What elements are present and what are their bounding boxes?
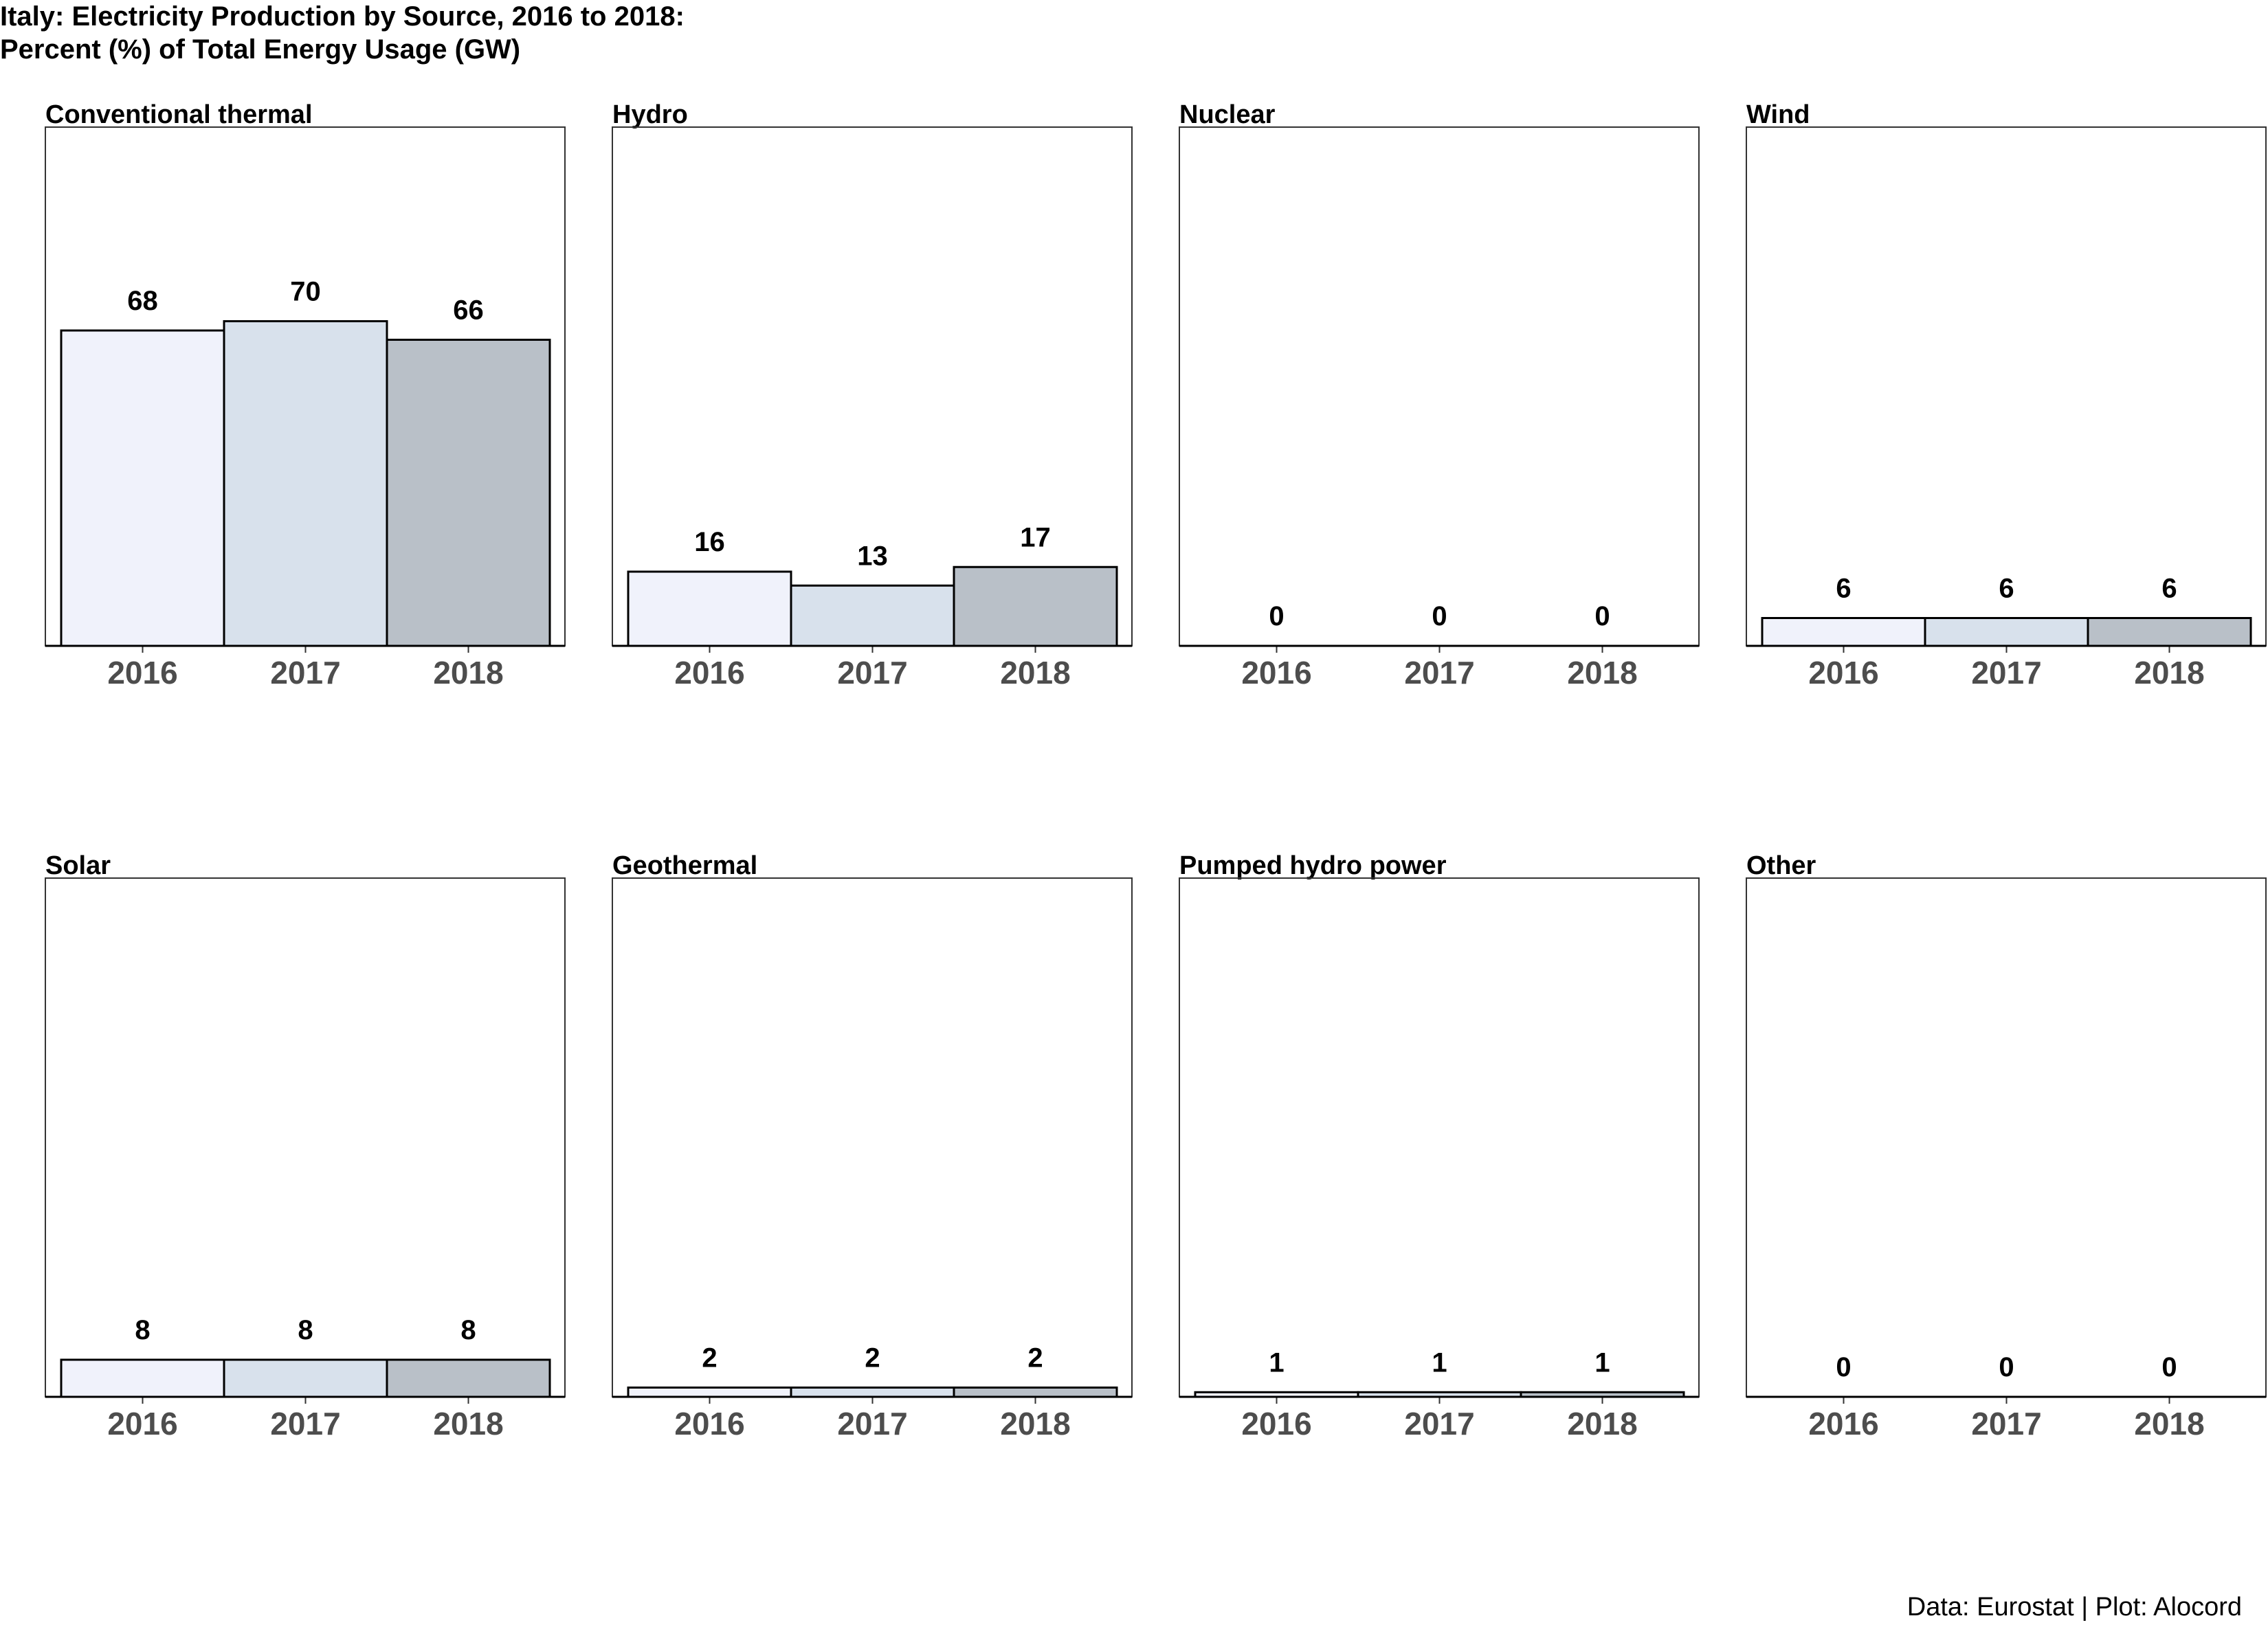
data-label-other-2016: 0 [1836, 1352, 1851, 1382]
data-label-solar-2016: 8 [135, 1315, 150, 1345]
data-label-wind-2017: 6 [1999, 574, 2014, 604]
x-tick-label-hydro-2017: 2017 [837, 655, 907, 691]
x-tick-label-wind-2016: 2016 [1808, 655, 1878, 691]
x-tick-label-solar-2016: 2016 [107, 1406, 177, 1442]
data-label-nuclear-2018: 0 [1594, 601, 1610, 631]
panel-title-nuclear: Nuclear [1179, 100, 1276, 129]
bar-wind-2016 [1761, 617, 1926, 647]
bar-geothermal-2016 [627, 1387, 792, 1398]
x-tick-label-other-2018: 2018 [2134, 1406, 2204, 1442]
data-label-geothermal-2016: 2 [702, 1343, 717, 1373]
bar-wind-2017 [1924, 617, 2089, 647]
data-label-hydro-2016: 16 [694, 527, 725, 557]
x-tick-label-conventional-thermal-2016: 2016 [107, 655, 177, 691]
bar-hydro-2018 [953, 565, 1118, 647]
x-tick-label-solar-2017: 2017 [270, 1406, 340, 1442]
bar-wind-2018 [2087, 617, 2252, 647]
data-label-other-2018: 0 [2161, 1352, 2177, 1382]
x-tick-label-nuclear-2017: 2017 [1404, 655, 1474, 691]
x-tick-label-pumped-hydro-power-2018: 2018 [1567, 1406, 1637, 1442]
panel-frame-geothermal [612, 877, 1133, 1398]
panel-title-pumped-hydro-power: Pumped hydro power [1179, 851, 1447, 880]
data-label-geothermal-2017: 2 [865, 1343, 880, 1373]
bar-solar-2016 [60, 1358, 225, 1398]
chart-title: Italy: Electricity Production by Source,… [0, 0, 962, 66]
panel-title-other: Other [1746, 851, 1816, 880]
x-tick-label-nuclear-2016: 2016 [1241, 655, 1311, 691]
data-label-pumped-hydro-power-2016: 1 [1269, 1347, 1284, 1378]
x-tick-label-hydro-2016: 2016 [674, 655, 744, 691]
bar-conventional-thermal-2016 [60, 329, 225, 647]
data-label-conventional-thermal-2018: 66 [453, 295, 484, 326]
x-tick-label-other-2017: 2017 [1971, 1406, 2041, 1442]
chart-caption: Data: Eurostat | Plot: Alocord [1906, 1593, 2242, 1622]
data-label-conventional-thermal-2017: 70 [290, 277, 321, 307]
bar-hydro-2017 [790, 584, 955, 647]
data-label-conventional-thermal-2016: 68 [127, 286, 158, 316]
panel-title-conventional-thermal: Conventional thermal [45, 100, 313, 129]
data-label-hydro-2018: 17 [1020, 522, 1051, 552]
panel-title-geothermal: Geothermal [612, 851, 757, 880]
x-tick-label-solar-2018: 2018 [433, 1406, 503, 1442]
x-tick-label-pumped-hydro-power-2017: 2017 [1404, 1406, 1474, 1442]
x-tick-label-pumped-hydro-power-2016: 2016 [1241, 1406, 1311, 1442]
bar-conventional-thermal-2018 [386, 339, 551, 647]
data-label-solar-2017: 8 [298, 1315, 313, 1345]
panel-title-wind: Wind [1746, 100, 1810, 129]
x-tick-label-other-2016: 2016 [1808, 1406, 1878, 1442]
data-label-nuclear-2017: 0 [1432, 601, 1447, 631]
data-label-pumped-hydro-power-2017: 1 [1432, 1347, 1447, 1378]
panel-frame-other [1746, 877, 2267, 1398]
data-label-pumped-hydro-power-2018: 1 [1594, 1347, 1610, 1378]
x-tick-label-geothermal-2016: 2016 [674, 1406, 744, 1442]
chart-title-line-1: Italy: Electricity Production by Source,… [0, 1, 685, 32]
bar-solar-2017 [223, 1358, 388, 1398]
data-label-wind-2018: 6 [2161, 574, 2177, 604]
data-label-geothermal-2018: 2 [1027, 1343, 1043, 1373]
x-tick-label-wind-2018: 2018 [2134, 655, 2204, 691]
x-tick-label-wind-2017: 2017 [1971, 655, 2041, 691]
x-tick-label-geothermal-2018: 2018 [1000, 1406, 1070, 1442]
x-tick-label-geothermal-2017: 2017 [837, 1406, 907, 1442]
data-label-nuclear-2016: 0 [1269, 601, 1284, 631]
bar-hydro-2016 [627, 570, 792, 647]
x-tick-label-conventional-thermal-2018: 2018 [433, 655, 503, 691]
bar-solar-2018 [386, 1358, 551, 1398]
data-label-wind-2016: 6 [1836, 574, 1851, 604]
data-label-solar-2018: 8 [460, 1315, 476, 1345]
chart-title-line-2: Percent (%) of Total Energy Usage (GW) [0, 34, 521, 65]
x-tick-label-conventional-thermal-2017: 2017 [270, 655, 340, 691]
bar-conventional-thermal-2017 [223, 320, 388, 647]
panel-frame-nuclear [1179, 126, 1700, 647]
x-tick-label-hydro-2018: 2018 [1000, 655, 1070, 691]
bar-geothermal-2017 [790, 1387, 955, 1398]
data-label-hydro-2017: 13 [857, 541, 888, 571]
panel-frame-pumped-hydro-power [1179, 877, 1700, 1398]
x-tick-label-nuclear-2018: 2018 [1567, 655, 1637, 691]
panel-title-solar: Solar [45, 851, 111, 880]
bar-geothermal-2018 [953, 1387, 1118, 1398]
data-label-other-2017: 0 [1999, 1352, 2014, 1382]
panel-title-hydro: Hydro [612, 100, 688, 129]
panel-frame-wind [1746, 126, 2267, 647]
